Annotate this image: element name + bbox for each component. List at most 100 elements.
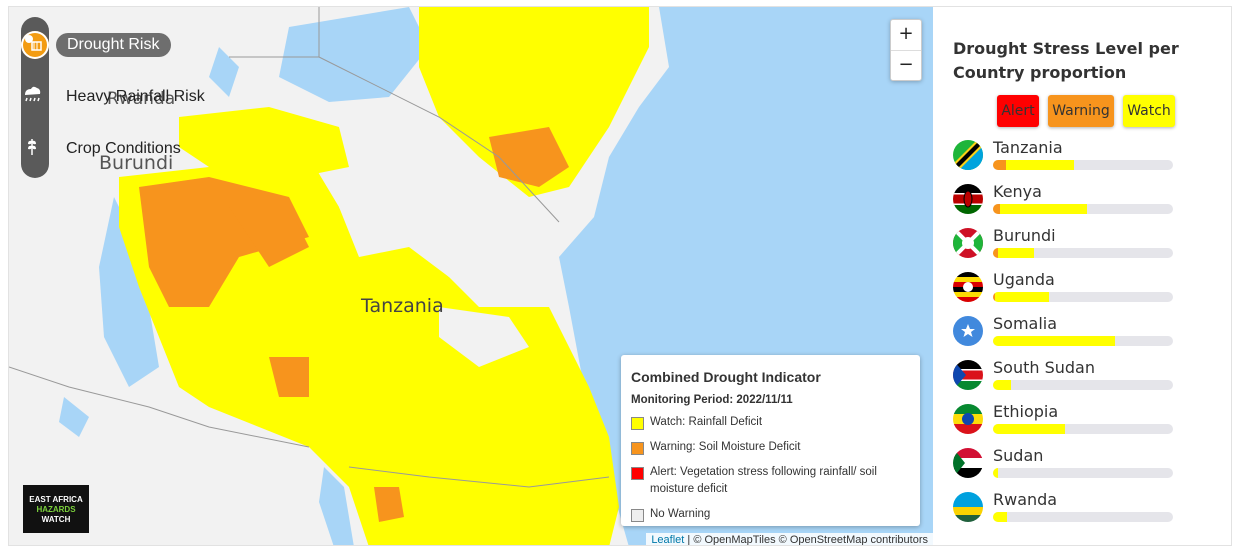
country-row-sudan[interactable]: Sudan <box>953 446 1193 484</box>
legend-swatch-no-warning <box>631 509 644 522</box>
legend-swatch-watch <box>631 417 644 430</box>
wheat-icon <box>28 139 36 155</box>
country-row-burundi[interactable]: Burundi <box>953 226 1193 264</box>
legend-label-no-warning: No Warning <box>650 508 711 520</box>
watch-zone-kenya <box>419 7 649 197</box>
legend-item-alert: Alert: Vegetation stress following rainf… <box>631 464 910 498</box>
country-border-zambia <box>9 366 310 448</box>
country-row-kenya[interactable]: Kenya <box>953 182 1193 220</box>
map-label-tanzania: Tanzania <box>361 295 444 317</box>
stress-bar-watch-segment <box>993 424 1065 434</box>
stress-bar-watch-segment <box>994 292 1049 302</box>
logo-line-3: WATCH <box>41 515 71 524</box>
warning-zone-mid <box>269 357 309 397</box>
hazards-watch-logo[interactable]: EAST AFRICA HAZARDS WATCH <box>23 485 89 533</box>
crop-conditions-layer-button[interactable] <box>21 135 49 163</box>
drought-layer-button[interactable] <box>21 31 49 59</box>
panel-title: Drought Stress Level per Country proport… <box>953 39 1179 82</box>
country-row-uganda[interactable]: Uganda <box>953 270 1193 308</box>
crop-conditions-layer-label[interactable]: Crop Conditions <box>66 140 181 157</box>
tanzania-flag-icon <box>953 140 983 170</box>
ethiopia-flag-icon <box>953 404 983 434</box>
stress-bar <box>993 292 1173 302</box>
stress-bar-warning-segment <box>993 248 999 258</box>
south-sudan-flag-icon <box>953 360 983 390</box>
legend-title: Combined Drought Indicator <box>631 369 821 385</box>
stress-bar-warning-segment <box>993 292 995 302</box>
legend-swatch-alert <box>631 467 644 480</box>
stress-bar-watch-segment <box>1000 204 1087 214</box>
stress-bar-watch-segment <box>993 512 1008 522</box>
kenya-flag-icon <box>953 184 983 214</box>
attribution-text: | © OpenMapTiles © OpenStreetMap contrib… <box>684 534 928 546</box>
logo-line-1: EAST AFRICA <box>29 495 83 504</box>
map-label-burundi: Burundi <box>99 152 174 174</box>
lake-rukwa <box>59 397 89 437</box>
country-border-kenya-tanzania <box>318 56 560 223</box>
no-warning-gap2 <box>439 307 529 367</box>
heavy-rainfall-layer-button[interactable] <box>21 83 49 111</box>
stress-bar-watch-segment <box>998 248 1035 258</box>
zoom-in-button[interactable]: + <box>891 20 921 51</box>
country-name: Sudan <box>993 446 1044 465</box>
zoom-control: + − <box>890 19 922 81</box>
stress-bar-watch-segment <box>1005 160 1074 170</box>
drought-icon <box>25 35 42 51</box>
drought-map[interactable]: Rwanda Burundi Tanzania Drought Risk H <box>9 7 933 546</box>
country-row-rwanda[interactable]: Rwanda <box>953 490 1193 528</box>
country-name: Somalia <box>993 314 1058 333</box>
stress-bar <box>993 248 1173 258</box>
drought-stress-panel: Drought Stress Level per Country proport… <box>933 7 1231 545</box>
warning-zone-west2 <box>229 207 309 267</box>
map-label-rwanda: Rwanda <box>107 89 176 109</box>
country-row-south-sudan[interactable]: South Sudan <box>953 358 1193 396</box>
warning-zone-coast <box>489 127 569 187</box>
lake-malawi <box>319 467 354 545</box>
burundi-flag-icon <box>953 228 983 258</box>
stress-bar-watch-segment <box>993 468 999 478</box>
country-row-somalia[interactable]: Somalia <box>953 314 1193 352</box>
legend-label-alert: Alert: Vegetation stress following rainf… <box>650 466 877 495</box>
heavy-rainfall-layer-label[interactable]: Heavy Rainfall Risk <box>66 88 205 105</box>
logo-line-2: HAZARDS <box>36 505 76 514</box>
stress-bar <box>993 160 1173 170</box>
map-attribution: Leaflet | © OpenMapTiles © OpenStreetMap… <box>646 533 933 546</box>
stress-bar-warning-segment <box>993 160 1006 170</box>
sudan-flag-icon <box>953 448 983 478</box>
country-name: Tanzania <box>993 138 1063 157</box>
app-frame: Rwanda Burundi Tanzania Drought Risk H <box>8 6 1232 546</box>
country-name: Rwanda <box>993 490 1058 509</box>
lake-tanganyika <box>99 197 159 387</box>
country-name: Ethiopia <box>993 402 1059 421</box>
legend-item-watch: Watch: Rainfall Deficit <box>631 414 910 431</box>
somalia-flag-icon <box>953 316 983 346</box>
zoom-out-button[interactable]: − <box>898 54 914 75</box>
monitoring-period: Monitoring Period: 2022/11/11 <box>631 394 793 406</box>
country-row-ethiopia[interactable]: Ethiopia <box>953 402 1193 440</box>
map-legend: Combined Drought Indicator Monitoring Pe… <box>621 355 920 526</box>
warning-key: Warning <box>1048 95 1114 127</box>
stress-bar <box>993 512 1173 522</box>
country-border-mozambique <box>348 466 610 488</box>
stress-bar-watch-segment <box>993 336 1116 346</box>
alert-key: Alert <box>997 95 1039 127</box>
leaflet-link[interactable]: Leaflet <box>651 534 685 546</box>
stress-bar <box>993 424 1173 434</box>
legend-label-warning: Warning: Soil Moisture Deficit <box>650 441 801 453</box>
country-name: Burundi <box>993 226 1056 245</box>
lake-kivu <box>209 47 239 97</box>
country-name: Uganda <box>993 270 1055 289</box>
uganda-flag-icon <box>953 272 983 302</box>
drought-layer-label[interactable]: Drought Risk <box>56 33 172 57</box>
legend-swatch-warning <box>631 442 644 455</box>
watch-key: Watch <box>1123 95 1175 127</box>
stress-bar <box>993 336 1173 346</box>
country-row-tanzania[interactable]: Tanzania <box>953 138 1193 176</box>
cloud-rain-icon <box>25 86 41 102</box>
country-border-uganda <box>229 7 320 58</box>
rwanda-flag-icon <box>953 492 983 522</box>
stress-bar-warning-segment <box>993 204 1001 214</box>
watch-zone-north <box>179 107 349 177</box>
warning-zone-south <box>374 487 404 522</box>
no-warning-gap <box>339 187 469 277</box>
